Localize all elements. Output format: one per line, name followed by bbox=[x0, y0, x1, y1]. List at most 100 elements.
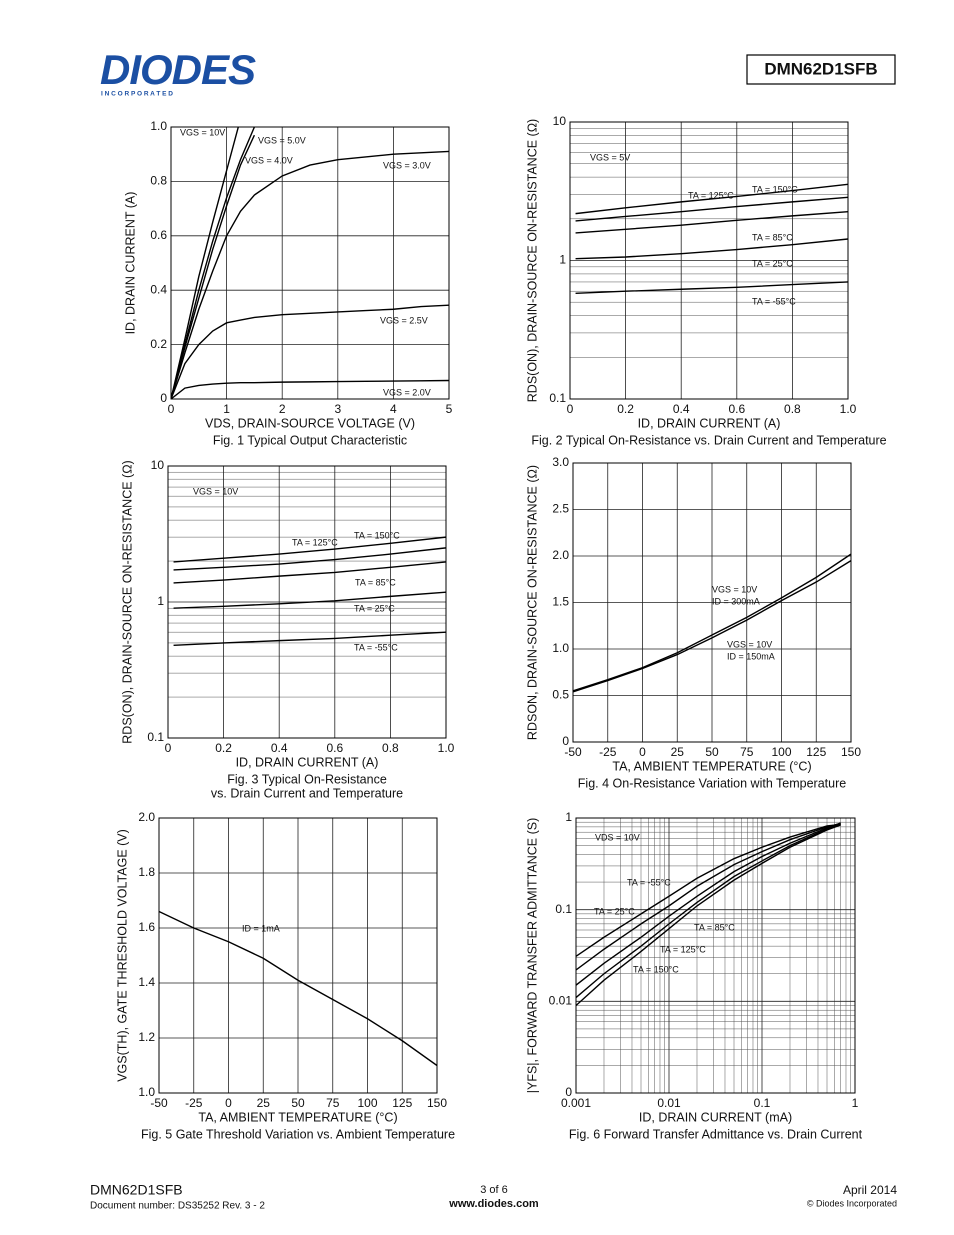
footer-site: www.diodes.com bbox=[448, 1198, 539, 1210]
chart: 0.001 0.01 0.1 1 0 0.01 0.1 1 TA = -55°C TA = 25°… bbox=[525, 810, 862, 1141]
x-tick-label: 0.01 bbox=[657, 1096, 681, 1110]
x-tick-label: 1 bbox=[852, 1096, 859, 1110]
y-tick-label: 1.5 bbox=[552, 595, 569, 609]
x-tick-label: -50 bbox=[150, 1096, 168, 1110]
y-tick-label: 0.1 bbox=[555, 902, 572, 916]
series-line bbox=[575, 238, 848, 260]
y-tick-label: 0 bbox=[565, 1085, 572, 1099]
y-tick-label: 0 bbox=[160, 391, 167, 405]
y-axis-title: VGS(TH), GATE THRESHOLD VOLTAGE (V) bbox=[115, 829, 129, 1082]
x-axis-title: ID, DRAIN CURRENT (mA) bbox=[639, 1110, 792, 1124]
footer-part: DMN62D1SFB bbox=[90, 1182, 183, 1198]
chart: 0 1 2 3 4 5 0 0.2 0.4 0.6 0.8 1.0 VGS = 10V VGS = 5.0… bbox=[123, 119, 452, 447]
plot-frame bbox=[158, 817, 438, 1094]
series-line bbox=[576, 823, 841, 999]
series-label: VGS = 10V bbox=[727, 639, 772, 649]
y-tick-label: 0.6 bbox=[150, 228, 167, 242]
x-tick-label: 0.4 bbox=[673, 402, 690, 416]
series-line bbox=[576, 822, 841, 986]
y-tick-label: 1.0 bbox=[138, 1085, 155, 1099]
x-tick-label: 150 bbox=[841, 745, 861, 759]
series-line bbox=[171, 304, 449, 399]
series-condition: ID = 150mA bbox=[727, 651, 775, 661]
series-label: TA = 25°C bbox=[594, 906, 635, 916]
chart: -50 -25 0 25 50 75 100 125 150 0 0.5 1.0 1.5 2.0 2.5 3.… bbox=[525, 455, 861, 790]
y-tick-label: 10 bbox=[553, 114, 567, 128]
x-tick-label: 5 bbox=[446, 402, 453, 416]
y-tick-label: 1 bbox=[559, 253, 566, 267]
x-tick-label: 150 bbox=[427, 1096, 447, 1110]
series-label: TA = 125°C bbox=[292, 537, 338, 547]
footer-copyright: © Diodes Incorporated bbox=[807, 1198, 897, 1208]
x-tick-label: 0.6 bbox=[326, 741, 343, 755]
figure-caption: Fig. 2 Typical On-Resistance vs. Drain C… bbox=[531, 433, 886, 447]
x-tick-label: 0.4 bbox=[271, 741, 288, 755]
chart: 0 0.2 0.4 0.6 0.8 1.0 0.1 1 10 TA = 150°C TA = 125… bbox=[525, 114, 886, 447]
plot-frame bbox=[170, 126, 450, 400]
x-tick-label: 2 bbox=[279, 402, 286, 416]
x-tick-label: 100 bbox=[771, 745, 791, 759]
y-axis-title: |YFS|, FORWARD TRANSFER ADMITTANCE (S) bbox=[525, 818, 539, 1094]
x-tick-label: -25 bbox=[599, 745, 617, 759]
series-label: TA = 85°C bbox=[752, 232, 793, 242]
y-tick-label: 0 bbox=[562, 734, 569, 748]
x-tick-label: 0 bbox=[165, 741, 172, 755]
y-tick-label: 1.0 bbox=[150, 119, 167, 133]
series-label: VGS = 4.0V bbox=[245, 155, 293, 165]
brand-logo: DIODES bbox=[100, 46, 256, 93]
y-tick-label: 10 bbox=[151, 458, 165, 472]
series-label: TA = 25°C bbox=[354, 603, 395, 613]
x-tick-label: 3 bbox=[334, 402, 341, 416]
series-label: VGS = 3.0V bbox=[383, 160, 431, 170]
y-tick-label: 2.0 bbox=[552, 548, 569, 562]
plot-frame bbox=[572, 462, 852, 743]
series-line bbox=[173, 631, 446, 647]
x-axis-title: ID, DRAIN CURRENT (A) bbox=[236, 755, 379, 769]
y-axis-title: RDS(ON), DRAIN-SOURCE ON-RESISTANCE (Ω) bbox=[525, 119, 539, 402]
y-tick-label: 1.2 bbox=[138, 1030, 155, 1044]
plot-frame bbox=[569, 121, 849, 400]
x-tick-label: 1.0 bbox=[840, 402, 857, 416]
series-line bbox=[573, 560, 851, 693]
chart: -50 -25 0 25 50 75 100 125 150 1.0 1.2 1.4 1.6 1.8 2.0… bbox=[115, 810, 455, 1141]
y-axis-title: RDSON, DRAIN-SOURCE ON-RESISTANCE (Ω) bbox=[525, 465, 539, 740]
x-tick-label: 0.8 bbox=[784, 402, 801, 416]
series-line bbox=[575, 196, 848, 222]
y-tick-label: 0.4 bbox=[150, 282, 167, 296]
x-tick-label: -25 bbox=[185, 1096, 203, 1110]
figure-caption: vs. Drain Current and Temperature bbox=[211, 786, 403, 800]
x-tick-label: -50 bbox=[564, 745, 582, 759]
series-line bbox=[171, 127, 240, 399]
x-axis-title: TA, AMBIENT TEMPERATURE (°C) bbox=[612, 759, 811, 773]
plot-frame bbox=[167, 465, 447, 739]
y-tick-label: 0.2 bbox=[150, 337, 167, 351]
series-line bbox=[576, 823, 841, 957]
figure-caption: Fig. 4 On-Resistance Variation with Temp… bbox=[578, 776, 846, 790]
annotation: VGS = 5V bbox=[590, 152, 630, 162]
x-tick-label: 25 bbox=[257, 1096, 271, 1110]
chart: 0 0.2 0.4 0.6 0.8 1.0 0.1 1 10 TA = 150°C TA = 125… bbox=[120, 458, 454, 800]
y-tick-label: 1 bbox=[565, 810, 572, 824]
x-tick-label: 0.2 bbox=[215, 741, 232, 755]
series-line bbox=[573, 553, 851, 692]
series-label: TA = 85°C bbox=[694, 922, 735, 932]
y-tick-label: 3.0 bbox=[552, 455, 569, 469]
figure-caption: Fig. 5 Gate Threshold Variation vs. Ambi… bbox=[141, 1127, 455, 1141]
y-tick-label: 2.0 bbox=[138, 810, 155, 824]
x-tick-label: 50 bbox=[291, 1096, 305, 1110]
series-label: VGS = 5.0V bbox=[258, 135, 306, 145]
series-label: VGS = 2.0V bbox=[383, 387, 431, 397]
series-label: ID = 1mA bbox=[242, 923, 280, 933]
x-tick-label: 125 bbox=[392, 1096, 412, 1110]
x-tick-label: 0.001 bbox=[561, 1096, 591, 1110]
y-axis-title: RDS(ON), DRAIN-SOURCE ON-RESISTANCE (Ω) bbox=[120, 460, 134, 743]
series-label: TA = 125°C bbox=[660, 944, 706, 954]
x-tick-label: 25 bbox=[671, 745, 685, 759]
y-tick-label: 1.8 bbox=[138, 865, 155, 879]
x-tick-label: 1 bbox=[223, 402, 230, 416]
x-tick-label: 50 bbox=[705, 745, 719, 759]
series-line bbox=[576, 822, 841, 971]
series-line bbox=[171, 134, 256, 399]
x-axis-title: VDS, DRAIN-SOURCE VOLTAGE (V) bbox=[205, 416, 415, 430]
x-tick-label: 1.0 bbox=[438, 741, 455, 755]
